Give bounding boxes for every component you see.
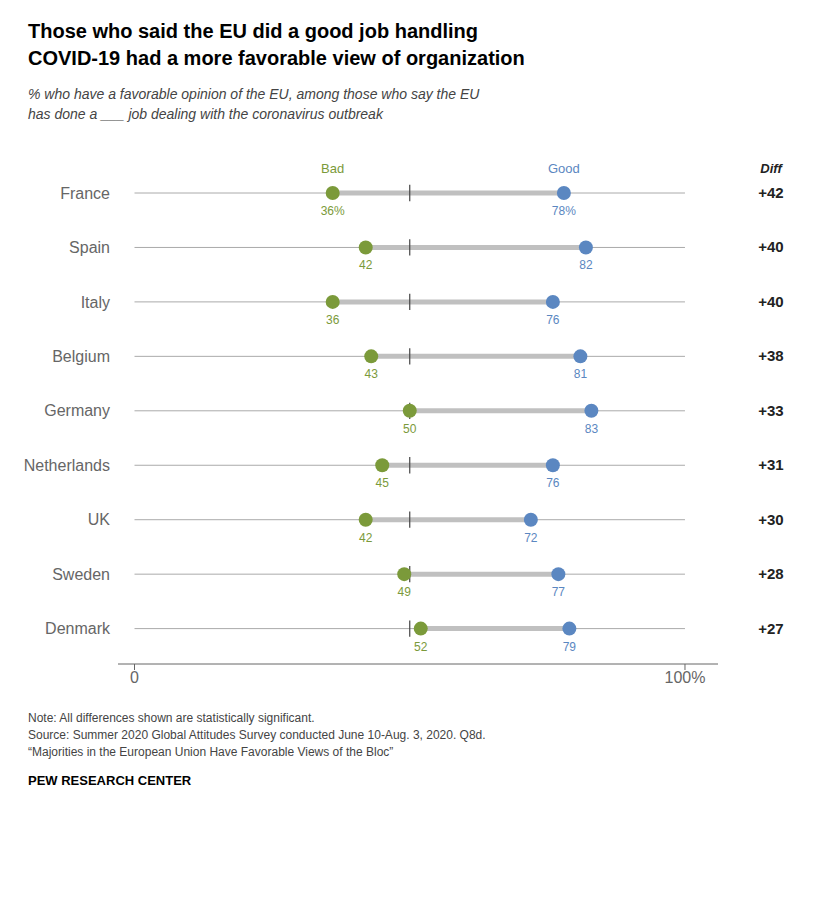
html-text:COVID-19 had a more favorable: COVID-19 had a more favorable view of or… [28,47,525,69]
svg-text:+33: +33 [758,402,783,419]
html-text:% who have a favorable opinion: % who have a favorable opinion of the EU… [28,86,480,102]
svg-text:Sweden: Sweden [52,566,110,583]
html-text:has done a ___ job dealing wit: has done a ___ job dealing with the coro… [28,106,383,122]
svg-text:France: France [60,185,110,202]
svg-text:Good: Good [548,161,580,176]
svg-text:52: 52 [414,640,428,654]
svg-text:72: 72 [524,531,538,545]
svg-text:Netherlands: Netherlands [24,457,110,474]
svg-text:+40: +40 [758,293,783,310]
svg-text:+40: +40 [758,238,783,255]
svg-text:+30: +30 [758,511,783,528]
svg-text:45: 45 [376,476,390,490]
svg-text:42: 42 [359,531,373,545]
svg-text:50: 50 [403,422,417,436]
html-text:Those who said the EU did a go: Those who said the EU did a good job han… [28,20,478,42]
svg-text:Spain: Spain [69,239,110,256]
svg-text:76: 76 [546,313,560,327]
svg-text:82: 82 [579,258,593,272]
svg-text:0: 0 [130,669,139,686]
svg-text:UK: UK [88,511,111,528]
svg-text:49: 49 [398,585,412,599]
svg-text:77: 77 [552,585,566,599]
svg-text:100%: 100% [665,669,706,686]
svg-text:81: 81 [574,367,588,381]
svg-text:79: 79 [563,640,577,654]
svg-text:+27: +27 [758,620,783,637]
svg-text:+42: +42 [758,184,783,201]
svg-text:Germany: Germany [44,402,110,419]
svg-text:+38: +38 [758,347,783,364]
svg-text:Belgium: Belgium [52,348,110,365]
svg-text:36%: 36% [321,204,345,218]
svg-text:36: 36 [326,313,340,327]
html-text:PEW RESEARCH CENTER: PEW RESEARCH CENTER [28,773,192,788]
svg-text:83: 83 [585,422,599,436]
svg-text:+28: +28 [758,565,783,582]
svg-text:42: 42 [359,258,373,272]
svg-text:Denmark: Denmark [45,620,111,637]
svg-text:76: 76 [546,476,560,490]
svg-text:+31: +31 [758,456,783,473]
svg-text:78%: 78% [552,204,576,218]
svg-text:Diff: Diff [760,161,783,176]
svg-text:Italy: Italy [81,294,110,311]
html-text:Note: All differences shown ar: Note: All differences shown are statisti… [28,711,486,759]
svg-text:Bad: Bad [321,161,344,176]
svg-text:43: 43 [365,367,379,381]
